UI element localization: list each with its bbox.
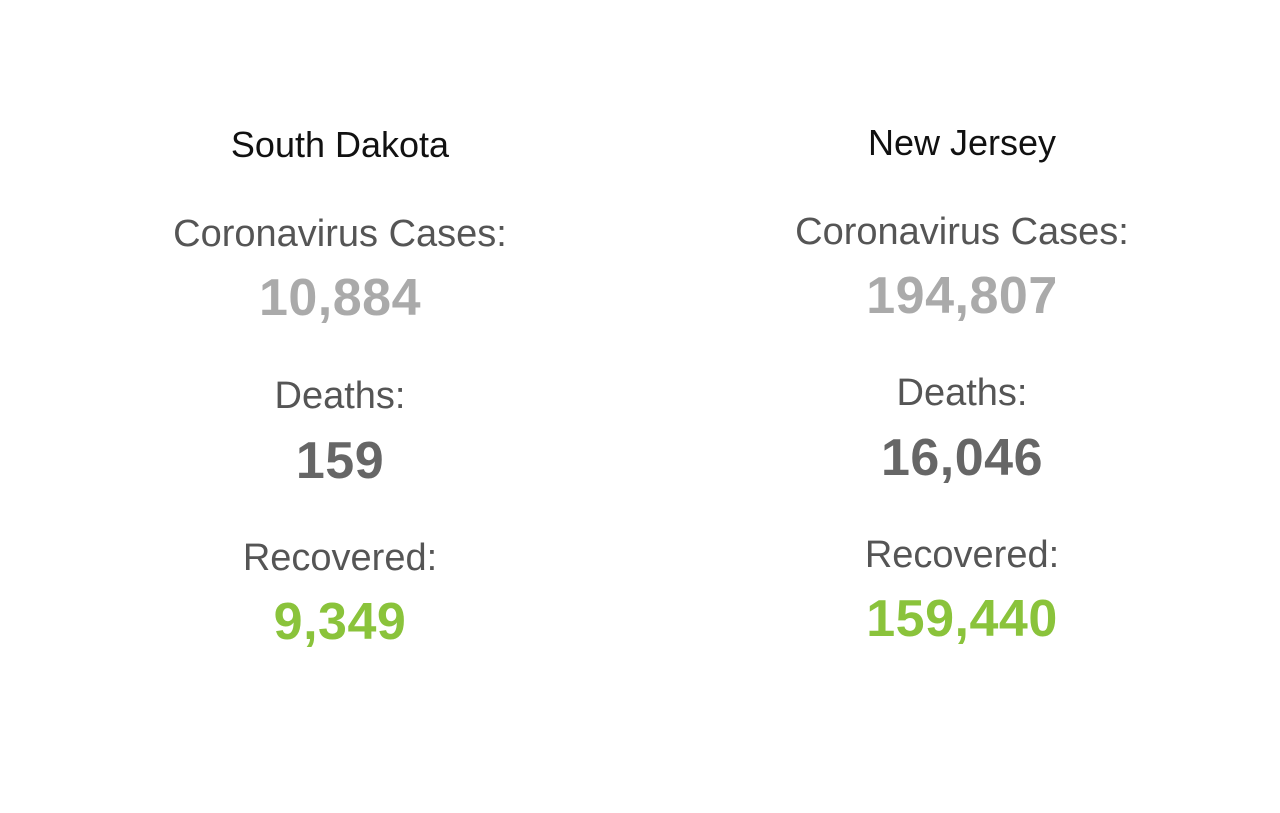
state-panel-south-dakota: South Dakota Coronavirus Cases: 10,884 D… bbox=[20, 0, 660, 813]
recovered-value: 9,349 bbox=[273, 593, 407, 651]
state-name: New Jersey bbox=[867, 122, 1057, 163]
deaths-label: Deaths: bbox=[274, 375, 406, 417]
deaths-label: Deaths: bbox=[896, 372, 1028, 414]
recovered-label: Recovered: bbox=[242, 537, 438, 579]
state-panel-new-jersey: New Jersey Coronavirus Cases: 194,807 De… bbox=[642, 0, 1280, 813]
deaths-value: 16,046 bbox=[880, 429, 1044, 487]
recovered-label: Recovered: bbox=[864, 534, 1060, 576]
cases-label: Coronavirus Cases: bbox=[173, 213, 507, 255]
cases-value: 194,807 bbox=[866, 267, 1058, 325]
recovered-value: 159,440 bbox=[866, 590, 1058, 648]
cases-label: Coronavirus Cases: bbox=[795, 211, 1129, 253]
deaths-value: 159 bbox=[295, 432, 385, 490]
cases-value: 10,884 bbox=[258, 269, 422, 327]
state-name: South Dakota bbox=[230, 124, 450, 165]
